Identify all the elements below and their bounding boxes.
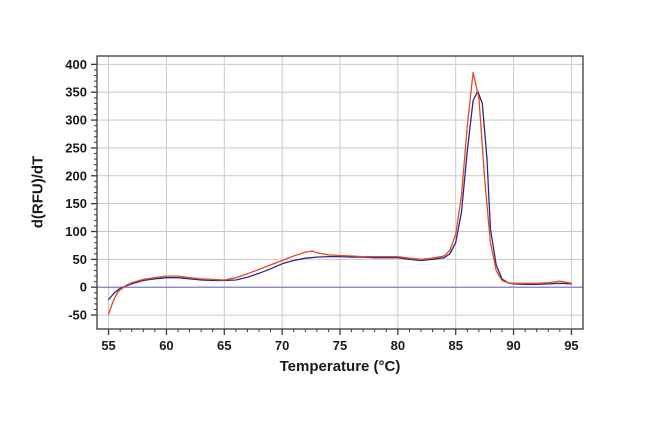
y-tick-label: 0: [80, 280, 87, 295]
x-tick-label: 75: [333, 338, 347, 353]
y-tick-label: 400: [65, 57, 87, 72]
x-tick-label: 85: [448, 338, 462, 353]
series-line-sample-red: [107, 72, 573, 315]
y-tick-label: 200: [65, 168, 87, 183]
y-tick-label: 50: [73, 252, 87, 267]
x-axis-title: Temperature (°C): [279, 358, 401, 375]
x-tick-label: 65: [217, 338, 231, 353]
x-tick-label: 90: [506, 338, 520, 353]
series-line-sample-blue: [107, 90, 573, 301]
y-tick-label: 300: [65, 113, 87, 128]
x-tick-label: 95: [564, 338, 578, 353]
y-tick-label: 250: [65, 140, 87, 155]
x-tick-label: 70: [275, 338, 289, 353]
x-tick-label: 80: [391, 338, 405, 353]
y-tick-label: 100: [65, 224, 87, 239]
x-tick-label: 60: [159, 338, 173, 353]
y-tick-label: 150: [65, 196, 87, 211]
y-tick-label: 350: [65, 85, 87, 100]
x-tick-label: 55: [101, 338, 115, 353]
y-tick-label: -50: [68, 308, 87, 323]
y-axis-title: d(RFU)/dT: [29, 155, 47, 229]
